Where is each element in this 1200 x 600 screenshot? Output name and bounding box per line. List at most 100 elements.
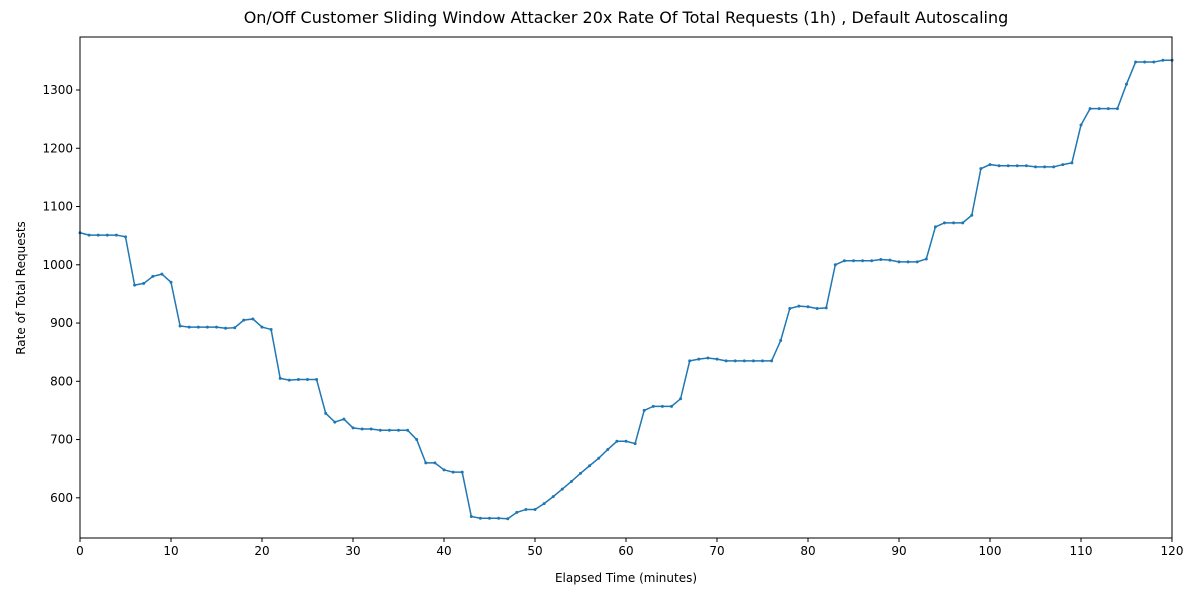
point xyxy=(733,359,737,363)
x-tick-label: 120 xyxy=(1161,544,1184,558)
point xyxy=(415,438,419,442)
point xyxy=(397,428,400,432)
point xyxy=(360,427,364,431)
x-tick-label: 100 xyxy=(979,544,1002,558)
plot-frame xyxy=(79,36,1173,539)
point xyxy=(315,378,319,382)
point xyxy=(124,235,127,239)
point xyxy=(105,233,109,237)
point xyxy=(524,507,528,511)
point xyxy=(915,260,919,264)
point xyxy=(142,281,146,285)
point xyxy=(369,427,373,431)
point xyxy=(424,461,428,465)
point xyxy=(515,510,519,514)
point xyxy=(1061,163,1065,167)
point xyxy=(442,468,446,472)
x-tick-label: 0 xyxy=(76,544,84,558)
point xyxy=(1024,164,1028,168)
point xyxy=(1070,161,1074,165)
point xyxy=(551,495,555,499)
y-tick-label: 900 xyxy=(50,316,73,330)
point xyxy=(433,461,437,465)
point xyxy=(178,324,182,328)
x-tick-label: 20 xyxy=(254,544,269,558)
point xyxy=(842,259,846,263)
point xyxy=(460,470,464,474)
point xyxy=(579,471,582,475)
point xyxy=(642,408,646,412)
point xyxy=(833,263,837,267)
point xyxy=(469,514,473,518)
point xyxy=(988,163,992,167)
x-tick-label: 70 xyxy=(709,544,724,558)
point xyxy=(979,167,983,171)
point xyxy=(1043,165,1047,169)
point xyxy=(506,517,510,521)
point xyxy=(1088,107,1092,111)
point xyxy=(488,516,491,520)
point xyxy=(888,258,892,262)
point xyxy=(742,359,746,363)
point xyxy=(924,257,928,261)
point xyxy=(724,359,728,363)
point xyxy=(1125,82,1128,86)
point xyxy=(870,259,874,263)
x-tick-label: 110 xyxy=(1070,544,1093,558)
x-tick-label: 80 xyxy=(800,544,815,558)
point xyxy=(1115,107,1119,111)
point xyxy=(333,420,337,424)
point xyxy=(533,507,537,511)
point xyxy=(114,233,118,237)
point xyxy=(242,318,246,322)
y-tick-label: 1100 xyxy=(42,200,73,214)
point xyxy=(406,428,410,432)
x-tick-label: 10 xyxy=(163,544,178,558)
x-tick-label: 40 xyxy=(436,544,451,558)
point xyxy=(87,233,91,237)
point xyxy=(1143,60,1147,64)
point xyxy=(751,359,755,363)
point xyxy=(943,221,946,225)
point xyxy=(233,326,237,330)
point xyxy=(560,487,564,491)
point xyxy=(897,260,901,264)
point xyxy=(1052,165,1056,169)
point xyxy=(788,306,792,310)
point xyxy=(824,306,828,310)
x-tick-label: 50 xyxy=(527,544,542,558)
point xyxy=(933,225,937,229)
point xyxy=(606,447,610,451)
y-tick-label: 600 xyxy=(50,491,73,505)
point xyxy=(542,502,546,506)
point xyxy=(961,221,965,225)
point xyxy=(187,325,191,329)
x-tick-label: 30 xyxy=(345,544,360,558)
point xyxy=(815,306,819,310)
point xyxy=(597,456,601,460)
y-tick-label: 1000 xyxy=(42,258,73,272)
point xyxy=(906,260,910,264)
point xyxy=(624,439,628,443)
point xyxy=(497,516,501,520)
point xyxy=(797,304,801,308)
point xyxy=(1034,165,1037,169)
point xyxy=(588,464,592,468)
point xyxy=(633,442,637,446)
point xyxy=(215,325,218,329)
point xyxy=(1152,60,1156,64)
point xyxy=(697,357,701,361)
point xyxy=(387,428,391,432)
y-axis-label: Rate of Total Requests xyxy=(14,221,28,355)
point xyxy=(688,359,692,363)
point xyxy=(852,259,855,263)
point xyxy=(324,411,328,415)
point xyxy=(1097,107,1101,111)
point xyxy=(670,404,673,408)
series-line xyxy=(79,59,1172,520)
point xyxy=(278,376,282,380)
y-tick-label: 700 xyxy=(50,433,73,447)
point xyxy=(952,221,956,225)
y-tick-label: 1200 xyxy=(42,141,73,155)
